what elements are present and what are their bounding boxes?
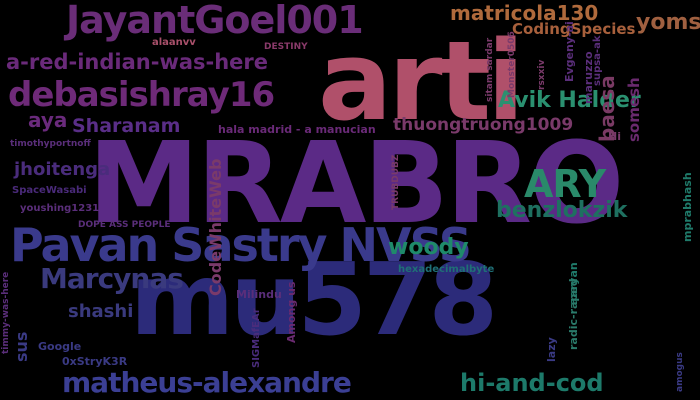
cloud-word: yomsterzz: [636, 10, 700, 35]
cloud-word: mu578: [130, 241, 498, 358]
cloud-word: SIGMafEAr: [251, 308, 262, 368]
cloud-word: Hi: [608, 130, 621, 143]
cloud-word: Pavan Sastry NVSS: [10, 218, 472, 272]
cloud-word: amogus: [675, 352, 685, 392]
cloud-word: supsa-ak: [592, 35, 603, 86]
cloud-word: hexadecimalbyte: [398, 264, 495, 275]
cloud-word: Evgeny-ai: [563, 21, 576, 82]
cloud-word: Monster0506: [507, 31, 517, 98]
cloud-word: timothyportnoff: [10, 139, 91, 149]
cloud-word: aya: [28, 108, 68, 132]
cloud-word: thuongtruong1009: [393, 115, 574, 135]
cloud-word: youshing1231: [20, 203, 100, 214]
cloud-word: Marcynas: [40, 262, 184, 295]
cloud-word: rsxxiv: [537, 59, 547, 90]
cloud-word: woody: [388, 235, 469, 260]
cloud-word: matricola130: [450, 1, 599, 25]
cloud-word: SpaceWasabi: [12, 185, 87, 196]
cloud-word: a-red-indian-was-here: [6, 50, 269, 74]
cloud-word: hala madrid - a manucian: [218, 123, 376, 136]
cloud-word: lazy: [545, 337, 558, 362]
cloud-word: mprabhash: [681, 172, 694, 242]
cloud-word: radic-raped: [567, 278, 580, 350]
cloud-word: ARY: [524, 162, 606, 206]
cloud-word: hi-and-cod: [460, 369, 604, 397]
cloud-word: CodeWhiteWeb: [206, 158, 225, 296]
cloud-word: Among us: [285, 281, 298, 343]
cloud-word: CodingSpecies: [512, 20, 636, 38]
cloud-word: shashi: [68, 301, 134, 322]
cloud-word: Sharanam: [72, 115, 181, 137]
cloud-word: DESTINY: [264, 42, 308, 52]
cloud-word: matheus-alexandre: [62, 366, 352, 399]
cloud-word: TRUBDUBZ: [391, 154, 401, 210]
cloud-word: debasishray16: [8, 75, 275, 115]
cloud-word: Avik Halder: [498, 88, 641, 113]
cloud-word: somesh: [625, 77, 643, 142]
cloud-word: JayantGoel001: [66, 0, 364, 42]
cloud-word: alaanvv: [152, 37, 196, 48]
cloud-word: benzlokzik: [496, 198, 628, 223]
cloud-word: Milindu: [236, 288, 282, 301]
cloud-word: sus: [12, 331, 31, 362]
cloud-word: DOPE ASS PEOPLE: [78, 220, 171, 230]
cloud-word: jhoitenga: [14, 159, 111, 180]
cloud-word: Google: [38, 340, 82, 353]
cloud-word: MRABRO: [88, 119, 624, 249]
cloud-word: 0xStryK3R: [62, 355, 128, 368]
cloud-word: sitam sardar: [485, 37, 495, 102]
cloud-word: arti: [318, 17, 525, 145]
cloud-word: timmy-was-here: [1, 271, 11, 354]
